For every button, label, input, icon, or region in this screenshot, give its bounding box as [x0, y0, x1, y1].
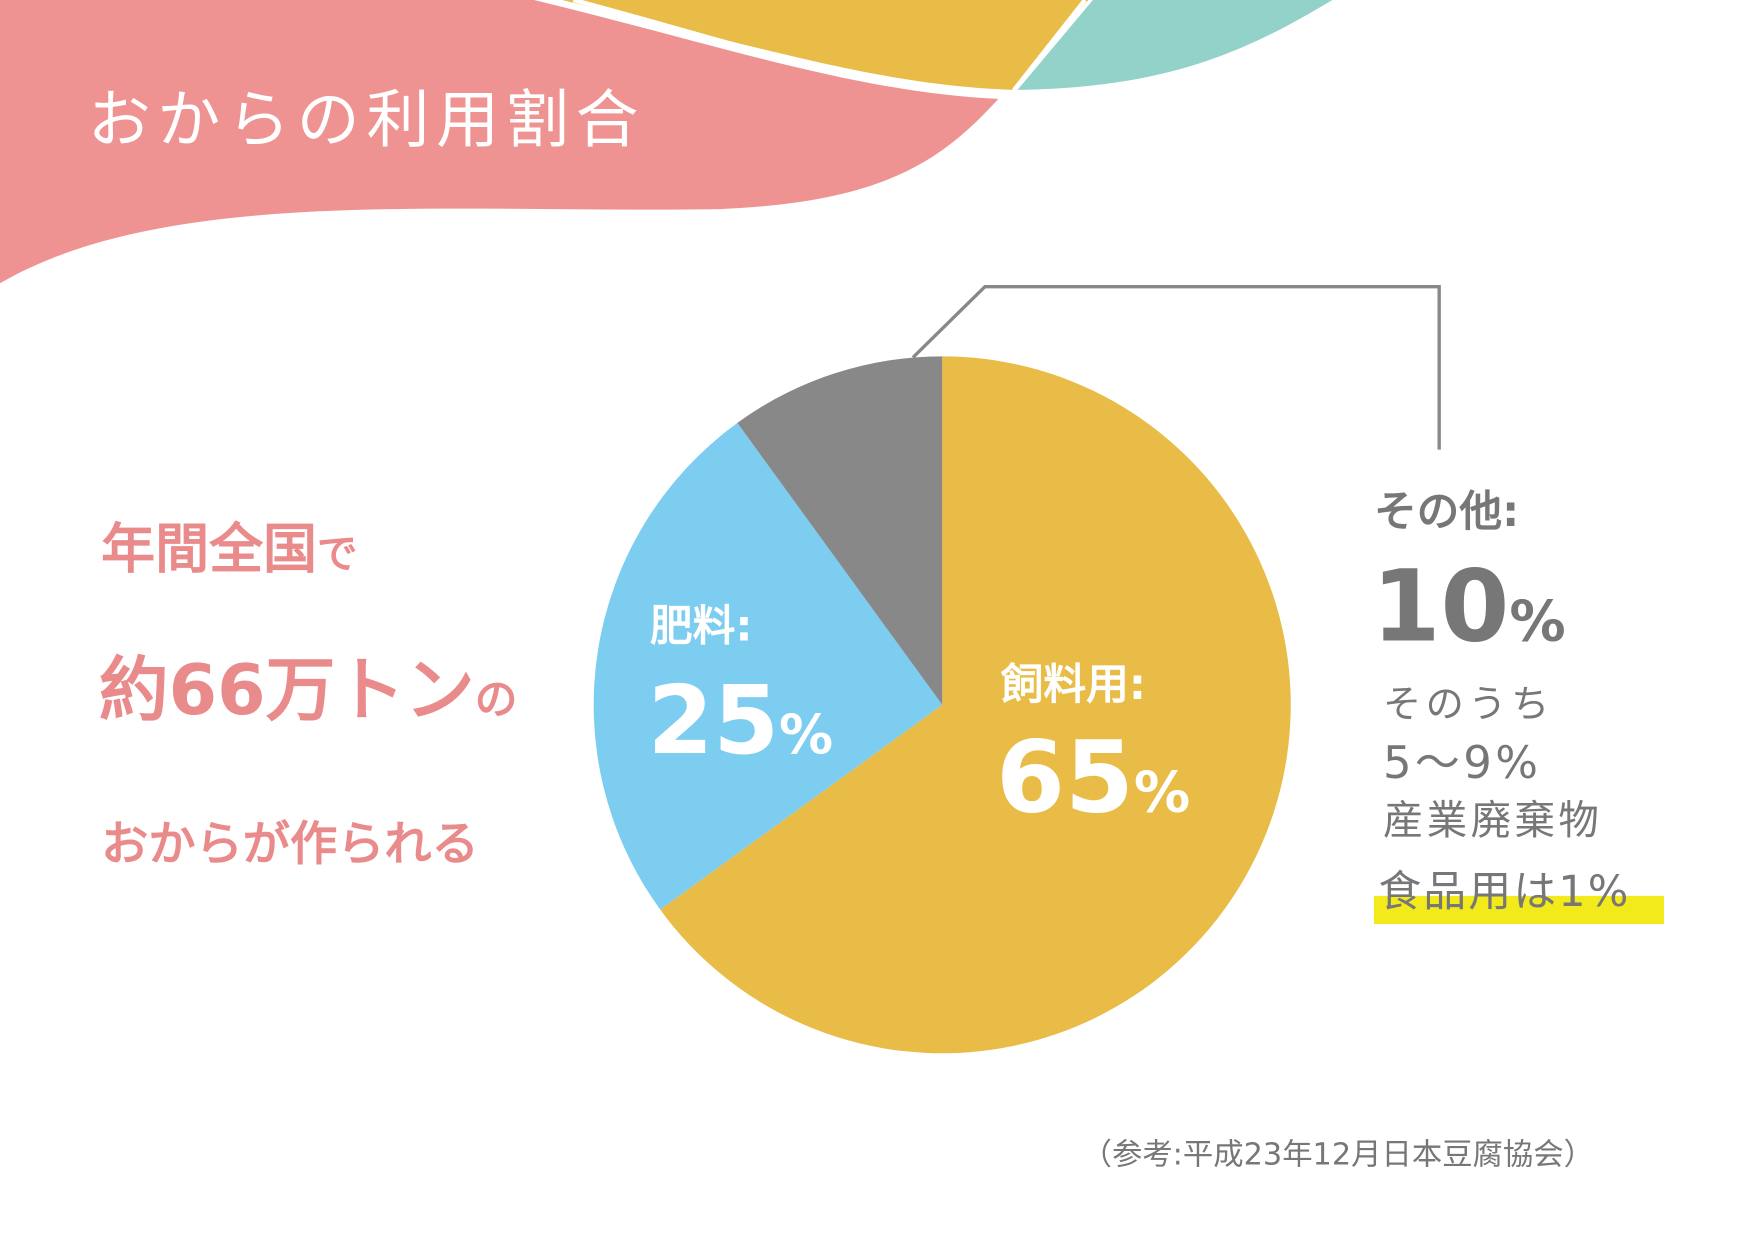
headline-line1-main: 年間全国: [101, 518, 317, 581]
label-other: その他:: [1374, 487, 1519, 537]
highlight-bar: [1373, 895, 1665, 925]
value-feed: 65%: [996, 721, 1190, 836]
teal-wave: [1017, 0, 1333, 90]
pink-wave: [0, 0, 999, 284]
value-fertilizer-unit: %: [779, 703, 833, 766]
yellow-wave: [562, 0, 1089, 90]
breakdown-line4: 食品用は1%: [1378, 867, 1630, 917]
label-feed: 飼料用:: [1001, 660, 1146, 710]
value-fertilizer-number: 25: [648, 666, 779, 776]
value-other-unit: %: [1509, 590, 1565, 655]
headline-line1: 年間全国で: [101, 518, 357, 581]
source-note: （参考:平成23年12月日本豆腐協会）: [1082, 1138, 1594, 1173]
pie-slice-other: [737, 356, 943, 705]
page-title: おからの利用割合: [88, 84, 646, 157]
breakdown-line3: 産業廃棄物: [1383, 796, 1602, 844]
breakdown-line1: そのうち: [1383, 683, 1554, 727]
leader-line: [911, 284, 1441, 450]
headline-line1-suffix: で: [317, 530, 357, 578]
pie-chart: [593, 356, 1291, 1054]
wave-divider: [572, 0, 1087, 95]
headline-line2: 約66万トンの: [99, 650, 518, 731]
headline-line2-suffix: の: [475, 675, 518, 725]
value-other-number: 10: [1372, 550, 1510, 665]
value-feed-unit: %: [1134, 761, 1190, 826]
value-feed-number: 65: [996, 721, 1134, 836]
value-other: 10%: [1372, 550, 1566, 665]
pie-slice-feed: [660, 356, 1291, 1054]
pie-slice-fertilizer: [593, 422, 943, 910]
headline-line2-main: 約66万トン: [99, 650, 475, 731]
headline-line3: おからが作られる: [101, 817, 479, 872]
breakdown-line2: 5～9%: [1383, 736, 1541, 789]
label-fertilizer: 肥料:: [650, 602, 753, 652]
value-fertilizer: 25%: [648, 666, 833, 776]
